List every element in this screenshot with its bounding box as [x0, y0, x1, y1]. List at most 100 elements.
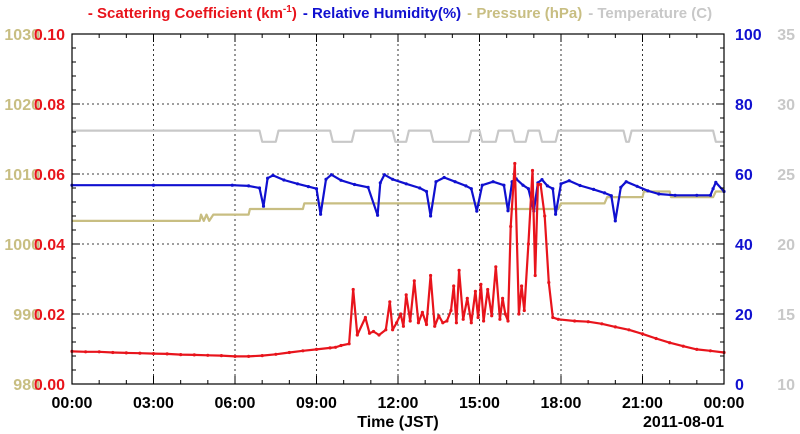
data-point — [491, 180, 495, 184]
data-point — [513, 161, 517, 166]
date-label: 2011-08-01 — [643, 414, 724, 431]
data-point — [619, 185, 623, 189]
data-point — [339, 178, 343, 182]
pressure-tick-label: 1030 — [4, 27, 40, 44]
data-point — [609, 194, 613, 198]
data-point — [247, 184, 251, 188]
temperature-tick-label: 30 — [777, 97, 795, 114]
pressure-tick-label: 1010 — [4, 167, 40, 184]
data-point — [517, 312, 521, 316]
data-point — [506, 319, 510, 323]
humidity-tick-label: 0 — [735, 377, 744, 394]
data-point — [274, 352, 278, 356]
data-point — [681, 344, 685, 348]
data-point — [668, 341, 672, 345]
humidity-tick-label: 20 — [735, 307, 753, 324]
data-point — [559, 182, 563, 186]
data-point — [418, 186, 422, 190]
data-point — [547, 280, 551, 285]
data-point — [151, 352, 156, 356]
series-2 — [70, 173, 726, 223]
data-point — [539, 182, 543, 187]
data-point — [382, 173, 386, 177]
x-tick-label: 15:00 — [459, 395, 500, 412]
data-point — [469, 187, 473, 191]
data-point — [314, 187, 319, 191]
data-point — [545, 184, 550, 188]
data-point — [695, 347, 699, 351]
data-point — [520, 284, 524, 288]
data-point — [179, 353, 183, 357]
data-point — [206, 353, 210, 357]
data-point — [530, 168, 535, 173]
temperature-tick-label: 20 — [777, 237, 795, 254]
data-point — [192, 353, 196, 357]
data-point — [111, 350, 115, 355]
x-tick-label: 09:00 — [296, 395, 337, 412]
grid-lines — [72, 34, 724, 384]
legend-item-2: - Pressure (hPa) — [467, 5, 582, 22]
data-point — [376, 213, 380, 217]
data-point — [486, 287, 490, 292]
data-point — [306, 185, 310, 189]
data-point — [573, 319, 577, 323]
legend-text-2: - Pressure (hPa) — [467, 5, 583, 22]
legend-text-3: - Temperature (C) — [588, 5, 713, 22]
data-point — [391, 328, 395, 332]
data-point — [490, 314, 494, 318]
data-point — [551, 315, 555, 320]
data-point — [592, 187, 596, 191]
data-point — [442, 175, 446, 180]
data-point — [449, 308, 453, 313]
data-point — [479, 282, 483, 286]
data-point — [271, 173, 275, 177]
data-point — [219, 354, 223, 358]
data-point — [351, 287, 355, 292]
data-point — [613, 219, 617, 223]
data-point — [673, 193, 677, 197]
data-point — [420, 310, 424, 314]
data-point — [395, 321, 399, 325]
data-point — [429, 214, 433, 218]
data-point — [453, 180, 457, 184]
data-point — [475, 209, 479, 213]
data-point — [165, 352, 169, 356]
data-point — [465, 296, 469, 300]
data-point — [260, 354, 264, 358]
data-point — [476, 315, 480, 320]
data-point — [551, 187, 555, 191]
data-point — [452, 284, 456, 288]
data-point — [138, 351, 142, 355]
scattering-tick-label: 0.02 — [34, 307, 65, 324]
data-point — [404, 182, 408, 186]
x-tick-label: 12:00 — [378, 395, 419, 412]
x-tick-label: 00:00 — [52, 395, 93, 412]
data-point — [257, 186, 262, 190]
data-point — [454, 321, 458, 325]
data-point — [646, 189, 650, 193]
data-point — [314, 347, 319, 351]
legend-item-0: - Scattering Coefficient (km-1) — [88, 4, 297, 22]
data-point — [482, 319, 486, 323]
series-line — [72, 173, 725, 222]
data-point — [586, 320, 590, 324]
data-point — [324, 177, 328, 181]
data-point — [339, 343, 343, 348]
data-point — [433, 324, 437, 328]
data-point — [521, 183, 525, 187]
data-point — [328, 346, 332, 350]
data-point — [533, 273, 537, 278]
temperature-tick-label: 15 — [777, 307, 795, 324]
data-point — [506, 209, 510, 213]
pressure-tick-label: 990 — [13, 307, 40, 324]
data-point — [287, 350, 291, 355]
data-point — [230, 183, 234, 187]
humidity-tick-label: 100 — [735, 27, 762, 44]
data-point — [708, 193, 713, 197]
pressure-tick-label: 980 — [13, 377, 40, 394]
data-point — [714, 180, 718, 184]
data-point — [261, 204, 266, 208]
pressure-tick-label: 1000 — [4, 237, 40, 254]
data-point — [501, 296, 505, 300]
